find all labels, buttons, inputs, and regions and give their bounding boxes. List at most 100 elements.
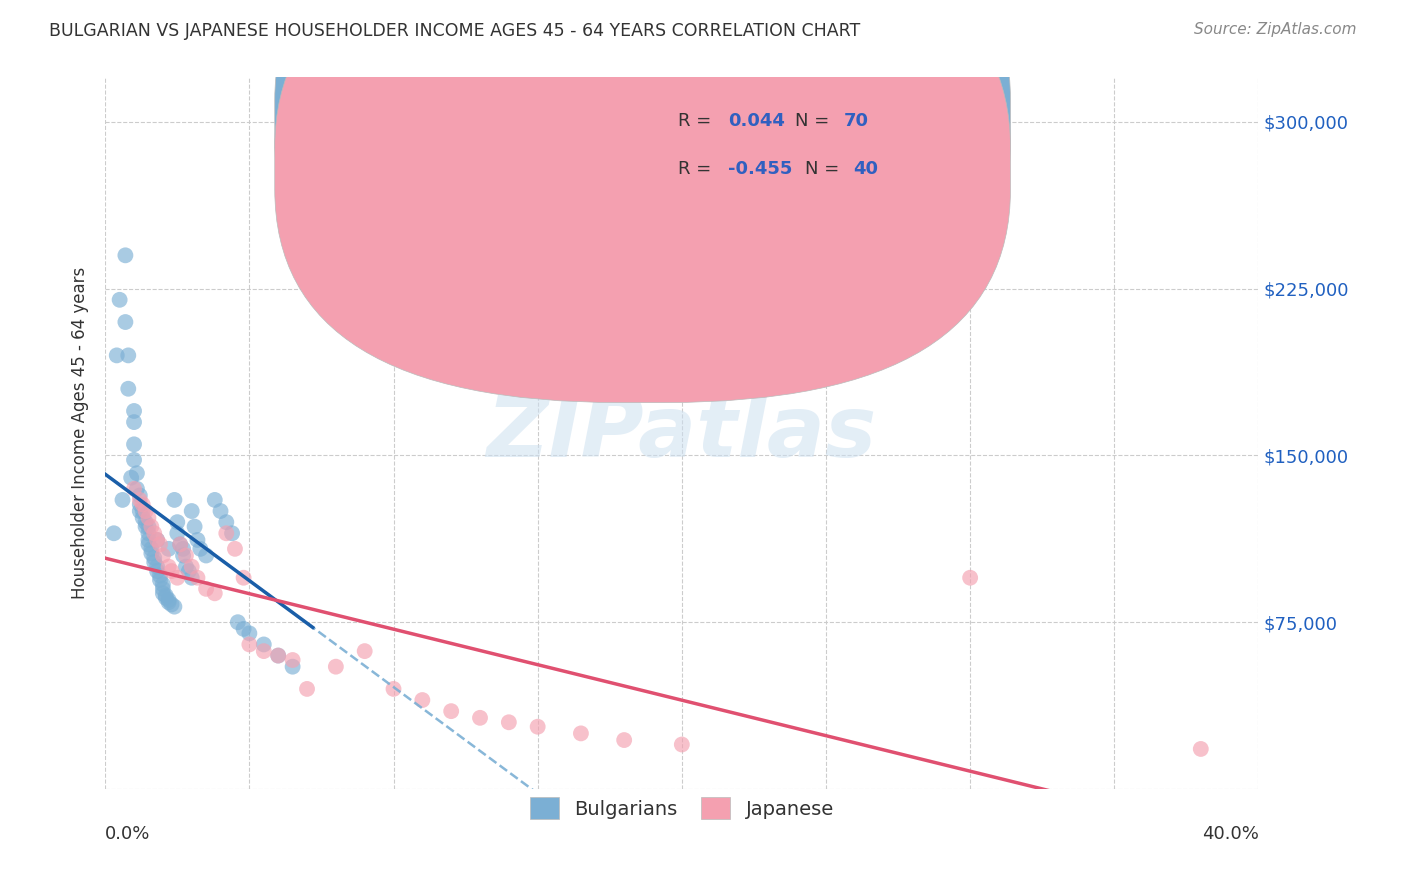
Point — [172, 541, 194, 556]
Text: 40: 40 — [853, 160, 879, 178]
Text: R =: R = — [678, 112, 717, 130]
Point — [224, 541, 246, 556]
Point — [122, 482, 145, 496]
Point — [149, 537, 172, 551]
Point — [143, 555, 166, 569]
Text: ZIPatlas: ZIPatlas — [486, 392, 877, 475]
Point — [128, 492, 150, 507]
Point — [204, 586, 226, 600]
Point — [180, 571, 202, 585]
Point — [111, 492, 134, 507]
Point — [613, 733, 636, 747]
Text: R =: R = — [678, 160, 717, 178]
Point — [215, 526, 238, 541]
FancyBboxPatch shape — [274, 0, 1011, 355]
Y-axis label: Householder Income Ages 45 - 64 years: Householder Income Ages 45 - 64 years — [72, 267, 89, 599]
Point — [569, 726, 592, 740]
Point — [411, 693, 433, 707]
Point — [253, 644, 276, 658]
Point — [141, 546, 163, 560]
Text: BULGARIAN VS JAPANESE HOUSEHOLDER INCOME AGES 45 - 64 YEARS CORRELATION CHART: BULGARIAN VS JAPANESE HOUSEHOLDER INCOME… — [49, 22, 860, 40]
Point — [325, 659, 347, 673]
Text: 40.0%: 40.0% — [1202, 824, 1258, 843]
Point — [131, 504, 153, 518]
Point — [232, 622, 254, 636]
Legend: Bulgarians, Japanese: Bulgarians, Japanese — [520, 787, 844, 829]
Point — [232, 571, 254, 585]
Point — [166, 515, 188, 529]
Text: Source: ZipAtlas.com: Source: ZipAtlas.com — [1194, 22, 1357, 37]
Text: N =: N = — [806, 160, 845, 178]
Point — [215, 515, 238, 529]
Point — [671, 738, 693, 752]
Point — [128, 488, 150, 502]
Point — [209, 504, 232, 518]
Point — [281, 653, 304, 667]
Point — [177, 564, 200, 578]
Point — [143, 550, 166, 565]
Point — [138, 526, 160, 541]
Point — [146, 559, 169, 574]
Point — [468, 711, 491, 725]
Point — [155, 589, 177, 603]
Point — [172, 549, 194, 563]
Point — [166, 571, 188, 585]
Point — [160, 564, 183, 578]
Point — [195, 582, 218, 596]
FancyBboxPatch shape — [595, 81, 941, 205]
Point — [117, 348, 139, 362]
Point — [353, 644, 375, 658]
Text: 0.044: 0.044 — [728, 112, 785, 130]
Point — [125, 482, 148, 496]
Point — [195, 549, 218, 563]
Point — [166, 526, 188, 541]
Point — [382, 681, 405, 696]
Point — [135, 519, 157, 533]
Point — [295, 181, 318, 195]
Point — [135, 515, 157, 529]
Point — [128, 504, 150, 518]
Point — [157, 595, 180, 609]
Point — [114, 315, 136, 329]
Point — [152, 582, 174, 596]
Point — [253, 637, 276, 651]
Point — [122, 437, 145, 451]
Point — [135, 504, 157, 518]
Point — [163, 492, 186, 507]
Point — [174, 559, 197, 574]
Text: 70: 70 — [844, 112, 869, 130]
Point — [105, 348, 128, 362]
Point — [138, 519, 160, 533]
Point — [440, 704, 463, 718]
Point — [131, 497, 153, 511]
Point — [186, 533, 208, 547]
Point — [143, 526, 166, 541]
Point — [169, 537, 191, 551]
Point — [238, 637, 260, 651]
Point — [125, 467, 148, 481]
Point — [114, 248, 136, 262]
Point — [141, 541, 163, 556]
Point — [117, 382, 139, 396]
Point — [174, 549, 197, 563]
Point — [152, 577, 174, 591]
Point — [498, 715, 520, 730]
Point — [157, 541, 180, 556]
Point — [183, 519, 205, 533]
Point — [108, 293, 131, 307]
Point — [226, 615, 249, 630]
Point — [186, 571, 208, 585]
Point — [267, 648, 290, 663]
Point — [190, 541, 212, 556]
Point — [1189, 742, 1212, 756]
Point — [149, 573, 172, 587]
Point — [152, 586, 174, 600]
Point — [149, 568, 172, 582]
Point — [122, 415, 145, 429]
Point — [128, 497, 150, 511]
Point — [131, 510, 153, 524]
Point — [120, 471, 142, 485]
Point — [160, 598, 183, 612]
Point — [526, 720, 548, 734]
Point — [281, 659, 304, 673]
